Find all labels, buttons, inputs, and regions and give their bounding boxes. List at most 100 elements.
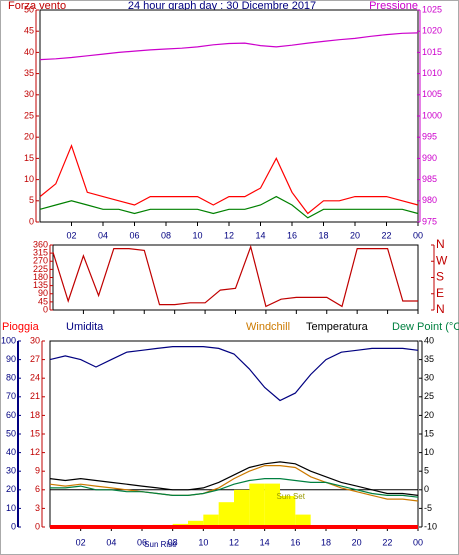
y-tick-label: 35: [24, 68, 34, 78]
x-tick-label: 14: [260, 537, 270, 547]
y2-tick-label: 1025: [422, 4, 442, 14]
x-tick-label: 16: [290, 537, 300, 547]
x-tick-label: 08: [161, 230, 171, 240]
x-tick-label: 12: [229, 537, 239, 547]
y-tick-label: 45: [24, 26, 34, 36]
x-tick-label: 06: [137, 537, 147, 547]
series-line: [49, 465, 419, 502]
y2-tick-label: 15: [424, 428, 434, 438]
solar-bar: [264, 483, 280, 527]
y-tick-label: 10: [6, 503, 16, 513]
y2-tick-label: 30: [424, 373, 434, 383]
y-tick-label: 360: [33, 239, 48, 249]
y2-tick-label: 20: [424, 410, 434, 420]
y-tick-label: 0: [11, 521, 16, 531]
y-tick-label: 10: [24, 174, 34, 184]
series-line: [39, 143, 419, 215]
x-tick-label: 18: [318, 230, 328, 240]
y-tick-label: 225: [33, 264, 48, 274]
y-tick-label: 90: [38, 288, 48, 298]
y-tick-label: 15: [24, 153, 34, 163]
y-tick-label: 270: [33, 256, 48, 266]
y2-tick-label: 10: [424, 447, 434, 457]
solar-bar: [218, 502, 234, 527]
y2-tick-label: 25: [424, 391, 434, 401]
y-tick-label: 20: [24, 132, 34, 142]
y-tick-label: 180: [33, 272, 48, 282]
y-tick-label: 30: [6, 466, 16, 476]
y2-label: Pressione: [369, 0, 418, 12]
annotation: Sun Set: [276, 492, 305, 501]
plot-area: [39, 9, 419, 223]
y2-tick-label: 995: [422, 132, 437, 142]
y-tick-label: 40: [24, 47, 34, 57]
y-tick-label: 100: [1, 335, 16, 345]
y-tick-label: 80: [6, 373, 16, 383]
x-tick-label: 04: [106, 537, 116, 547]
y-tick-label: 60: [6, 410, 16, 420]
series-line: [39, 32, 419, 61]
y-tick-label: 5: [29, 195, 34, 205]
y-tick-label: 315: [33, 248, 48, 258]
y2-tick-label: E: [436, 286, 444, 300]
series-line: [49, 346, 419, 402]
x-tick-label: 14: [255, 230, 265, 240]
x-tick-label: 16: [287, 230, 297, 240]
y3-tick-label: 18: [30, 410, 40, 420]
y3-tick-label: 12: [30, 447, 40, 457]
y2-tick-label: -10: [424, 521, 437, 531]
series-line: [39, 195, 419, 219]
y-tick-label: 20: [6, 484, 16, 494]
legend-entry: Umidita: [66, 321, 104, 333]
x-tick-label: 02: [76, 537, 86, 547]
x-tick-label: 10: [192, 230, 202, 240]
y2-tick-label: 975: [422, 216, 437, 226]
x-tick-label: 20: [350, 230, 360, 240]
solar-bar: [249, 483, 265, 527]
y-label: Forza vento: [8, 0, 66, 12]
y-tick-label: 25: [24, 110, 34, 120]
x-tick-label: 06: [129, 230, 139, 240]
series-line: [52, 244, 418, 308]
y3-tick-label: 30: [30, 335, 40, 345]
x-tick-label: 04: [98, 230, 108, 240]
y2-tick-label: 35: [424, 354, 434, 364]
y2-tick-label: 1000: [422, 110, 442, 120]
annotation: Sun Rise: [144, 540, 177, 549]
y2-tick-label: 1015: [422, 47, 442, 57]
solar-bar: [188, 520, 204, 527]
y2-tick-label: 980: [422, 195, 437, 205]
legend-entry: Dew Point (°C: [392, 321, 459, 333]
x-tick-label: 00: [413, 230, 423, 240]
y-tick-label: 90: [6, 354, 16, 364]
y3-tick-label: 15: [30, 428, 40, 438]
y2-tick-label: N: [436, 237, 445, 251]
y-tick-label: 50: [6, 428, 16, 438]
y-tick-label: 40: [6, 447, 16, 457]
legend-entry: Windchill: [246, 321, 290, 333]
y-tick-label: 0: [43, 304, 48, 314]
x-tick-label: 08: [168, 537, 178, 547]
chart-title: 24 hour graph day : 30 Dicembre 2017: [128, 0, 316, 12]
y2-tick-label: N: [436, 302, 445, 316]
y2-tick-label: 990: [422, 153, 437, 163]
y2-tick-label: 1005: [422, 89, 442, 99]
y2-tick-label: S: [436, 270, 444, 284]
y2-tick-label: 40: [424, 335, 434, 345]
y3-tick-label: 0: [35, 521, 40, 531]
series-line: [50, 478, 419, 498]
y2-tick-label: 0: [424, 484, 429, 494]
x-tick-label: 18: [321, 537, 331, 547]
y2-tick-label: -5: [424, 503, 432, 513]
y3-tick-label: 3: [35, 503, 40, 513]
y3-tick-label: 27: [30, 354, 40, 364]
plot-area: [52, 244, 419, 311]
y-tick-label: 70: [6, 391, 16, 401]
legend-entry: Temperatura: [306, 321, 369, 333]
x-tick-label: 00: [413, 537, 423, 547]
x-tick-label: 20: [352, 537, 362, 547]
x-tick-label: 10: [198, 537, 208, 547]
solar-bar: [203, 514, 219, 527]
x-tick-label: 02: [66, 230, 76, 240]
